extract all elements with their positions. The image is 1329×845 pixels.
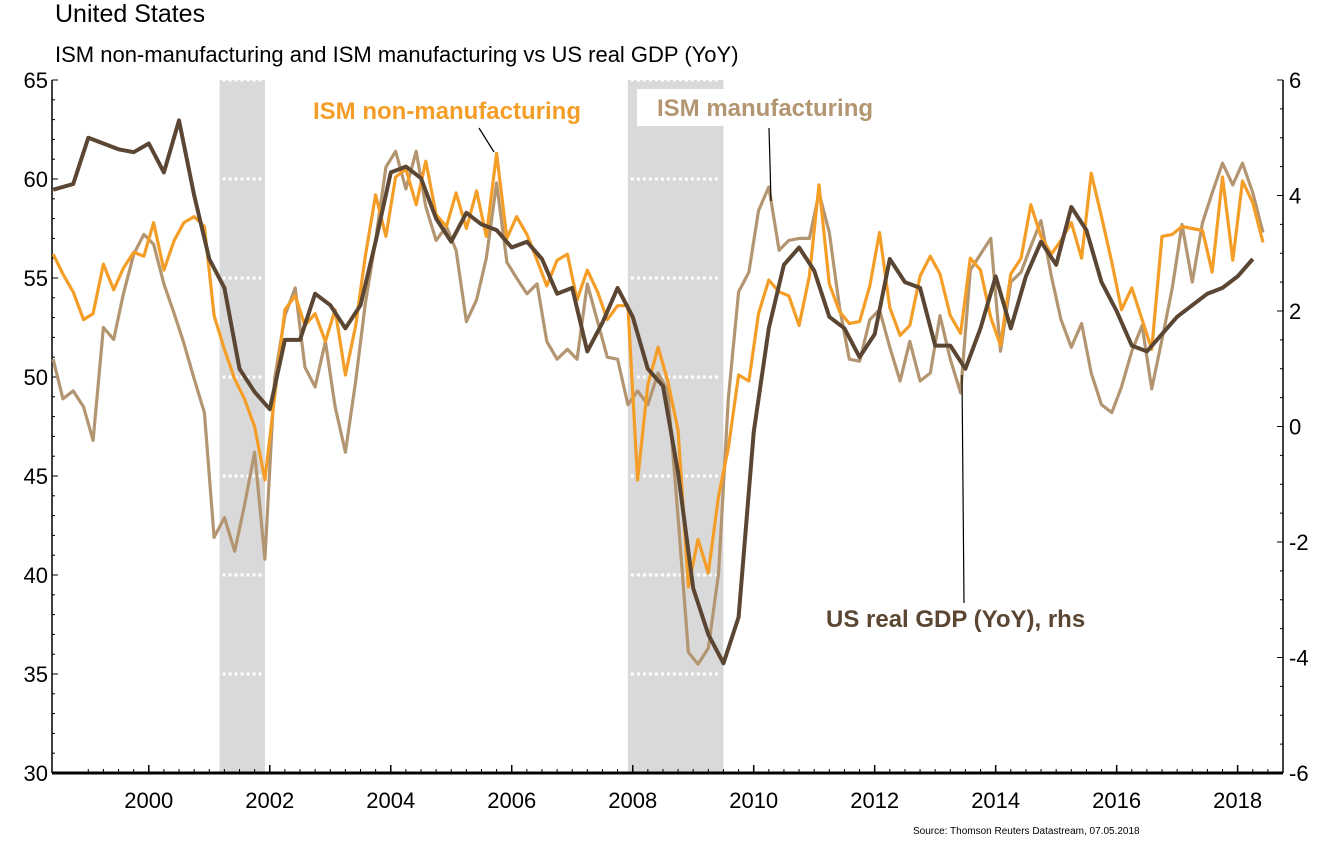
x-tick-label: 2002 xyxy=(245,788,294,813)
axes: 30 35 40 45 50 55 60 65 -6 -4 -2 0 2 4 6 2000 2002 2004 20… xyxy=(24,68,1309,813)
chart-subtitle: ISM non-manufacturing and ISM manufactur… xyxy=(55,42,739,67)
dotted-gridlines xyxy=(222,78,721,676)
right-tick-label: 0 xyxy=(1289,415,1301,440)
x-tick-label: 2016 xyxy=(1092,788,1141,813)
right-tick-label: 2 xyxy=(1289,299,1301,324)
series-ism-manufacturing xyxy=(51,149,1265,666)
label-ism-non-manufacturing: ISM non-manufacturing xyxy=(313,98,581,125)
left-tick-label: 30 xyxy=(24,761,48,786)
x-tick-label: 2010 xyxy=(729,788,778,813)
x-tick-label: 2004 xyxy=(366,788,415,813)
series-labels: ISM non-manufacturing ISM manufacturing … xyxy=(313,89,1085,633)
x-tick-label: 2012 xyxy=(850,788,899,813)
leader-gdp xyxy=(961,374,965,604)
right-tick-label: -6 xyxy=(1289,761,1309,786)
x-tick-label: 2018 xyxy=(1213,788,1262,813)
label-background xyxy=(637,89,878,126)
left-tick-label: 40 xyxy=(24,563,48,588)
x-tick-label: 2008 xyxy=(608,788,657,813)
x-tick-label: 2014 xyxy=(971,788,1020,813)
right-tick-label: -2 xyxy=(1289,530,1309,555)
right-tick-label: 6 xyxy=(1289,68,1301,93)
source-note: Source: Thomson Reuters Datastream, 07.0… xyxy=(913,826,1140,837)
recession-shading xyxy=(219,80,724,773)
leader-nonmfg xyxy=(478,127,495,153)
series-lines xyxy=(51,118,1265,666)
right-tick-label: 4 xyxy=(1289,184,1301,209)
left-tick-label: 50 xyxy=(24,365,48,390)
x-tick-label: 2000 xyxy=(124,788,173,813)
label-us-real-gdp: US real GDP (YoY), rhs xyxy=(826,606,1085,633)
leader-mfg xyxy=(768,127,772,202)
left-tick-label: 65 xyxy=(24,68,48,93)
left-tick-label: 35 xyxy=(24,662,48,687)
left-tick-label: 45 xyxy=(24,464,48,489)
x-tick-label: 2006 xyxy=(487,788,536,813)
series-us-real-gdp xyxy=(52,118,1255,666)
left-tick-label: 60 xyxy=(24,167,48,192)
label-ism-manufacturing: ISM manufacturing xyxy=(657,95,873,122)
chart-title: United States xyxy=(55,0,206,28)
left-tick-label: 55 xyxy=(24,266,48,291)
recession-band-1 xyxy=(219,80,265,773)
right-tick-label: -4 xyxy=(1289,646,1309,671)
